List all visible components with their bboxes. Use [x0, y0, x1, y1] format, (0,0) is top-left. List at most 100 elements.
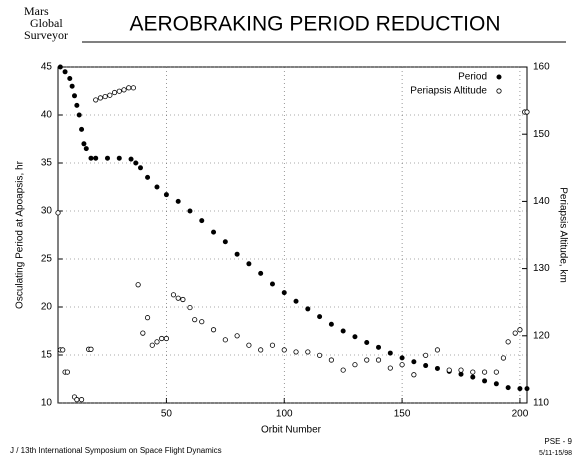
marker	[175, 295, 181, 301]
marker	[55, 210, 61, 216]
x-tick-label: 50	[161, 409, 173, 420]
marker	[116, 155, 122, 161]
marker	[328, 321, 334, 327]
marker	[482, 378, 488, 384]
marker	[411, 359, 417, 365]
marker	[246, 261, 252, 267]
marker	[246, 342, 252, 348]
x-axis-label: Orbit Number	[261, 425, 322, 436]
marker	[79, 126, 85, 132]
marker	[317, 314, 323, 320]
marker	[364, 357, 370, 363]
marker	[199, 218, 205, 224]
chart-title: AEROBRAKING PERIOD REDUCTION	[129, 13, 500, 36]
y2-tick-label: 130	[533, 263, 550, 274]
marker	[500, 355, 507, 361]
marker	[258, 347, 264, 353]
marker	[128, 156, 134, 162]
marker	[116, 88, 122, 94]
marker	[493, 381, 499, 387]
marker	[163, 335, 170, 342]
marker	[74, 102, 80, 108]
x-tick-label: 100	[276, 409, 293, 420]
marker	[352, 362, 358, 368]
marker	[411, 372, 417, 378]
y2-tick-label: 110	[533, 398, 549, 409]
marker	[387, 365, 393, 371]
marker	[470, 369, 476, 375]
y2-tick-label: 140	[533, 196, 550, 207]
marker	[399, 362, 405, 368]
y2-tick-label: 160	[533, 62, 550, 73]
marker	[512, 330, 518, 336]
legend-label: Period	[458, 72, 487, 83]
marker	[496, 88, 502, 94]
marker	[192, 317, 198, 323]
marker	[154, 184, 160, 190]
marker	[149, 342, 155, 348]
marker	[67, 76, 73, 82]
x-tick-label: 200	[512, 409, 529, 420]
x-tick-label: 150	[394, 409, 411, 420]
marker	[144, 315, 151, 321]
marker	[281, 290, 287, 296]
marker	[305, 349, 311, 355]
marker	[93, 155, 99, 161]
marker	[524, 109, 530, 115]
y-tick-label: 15	[41, 350, 53, 361]
marker	[352, 334, 358, 340]
marker	[375, 357, 382, 363]
marker	[154, 339, 160, 345]
marker	[517, 386, 523, 392]
marker	[434, 365, 440, 371]
marker	[496, 74, 502, 80]
marker	[57, 64, 63, 70]
marker	[140, 330, 146, 336]
marker	[269, 281, 275, 287]
logo: Surveyor	[24, 28, 68, 42]
marker	[317, 352, 323, 358]
marker	[107, 92, 113, 98]
y-tick-label: 45	[41, 62, 53, 73]
marker	[293, 298, 299, 304]
marker	[470, 374, 476, 380]
marker	[364, 340, 370, 346]
marker	[187, 208, 193, 214]
marker	[305, 306, 311, 312]
marker	[222, 337, 228, 343]
y2-tick-label: 120	[533, 330, 550, 341]
marker	[340, 328, 346, 334]
marker	[234, 333, 240, 339]
y-axis-label: Osculating Period at Apoapsis, hr	[15, 160, 26, 309]
marker	[258, 270, 264, 276]
marker	[293, 349, 299, 355]
marker	[524, 386, 530, 392]
marker	[62, 69, 68, 75]
marker	[74, 397, 80, 403]
legend-label: Periapsis Altitude	[410, 86, 487, 97]
marker	[121, 87, 127, 93]
marker	[137, 165, 143, 171]
logo: Mars	[24, 4, 49, 18]
marker	[76, 112, 82, 118]
marker	[126, 85, 132, 91]
marker	[446, 367, 452, 373]
marker	[340, 367, 346, 373]
marker	[234, 251, 240, 257]
marker	[210, 327, 217, 333]
marker	[434, 347, 441, 353]
marker	[222, 239, 228, 245]
marker	[423, 363, 429, 369]
marker	[133, 160, 139, 166]
y2-axis-label: Periapsis Altitude, km	[557, 187, 568, 283]
plot-frame	[57, 66, 528, 404]
marker	[269, 342, 276, 348]
y2-tick-label: 150	[533, 129, 550, 140]
marker	[505, 385, 511, 391]
footer: PSE - 9	[544, 437, 572, 446]
footer: J / 13th International Symposium on Spac…	[10, 446, 222, 455]
y-tick-label: 35	[41, 158, 53, 169]
marker	[130, 85, 137, 91]
marker	[458, 371, 464, 377]
